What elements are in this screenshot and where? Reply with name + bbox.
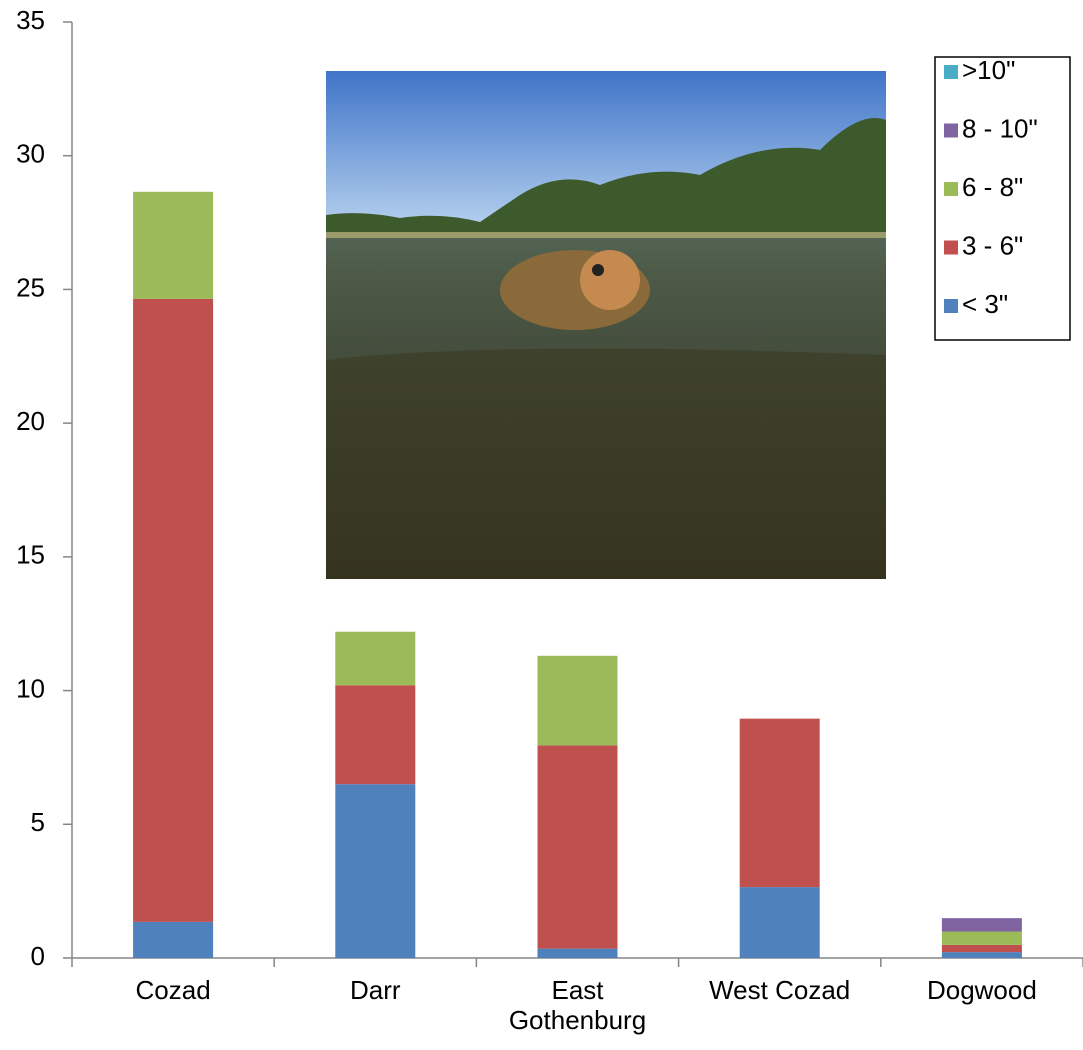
y-tick-label: 30 — [16, 139, 45, 169]
legend-swatch — [944, 299, 958, 313]
x-tick-label: West Cozad — [705, 975, 855, 1005]
bar-segment — [942, 952, 1022, 958]
x-tick-label: Darr — [300, 975, 450, 1005]
bar-segment — [335, 784, 415, 958]
bar-segment — [133, 299, 213, 922]
legend-swatch — [944, 182, 958, 196]
bar-segment — [335, 632, 415, 685]
page: 0 5 10 15 20 25 30 35 >10" 8 - 10" 6 - 8" 3 - 6" < 3… — [0, 0, 1083, 1050]
bar-segment — [538, 745, 618, 948]
chart: 0 5 10 15 20 25 30 35 >10" 8 - 10" 6 - 8" 3 - 6" < 3… — [0, 0, 1083, 1050]
y-tick-label: 0 — [31, 941, 45, 971]
bar-segment — [538, 949, 618, 958]
bar-segment — [740, 719, 820, 887]
y-tick-label: 25 — [16, 272, 45, 302]
legend-label: 6 - 8" — [962, 172, 1023, 202]
x-tick-label: East Gothenburg — [503, 975, 653, 1035]
legend-label: 3 - 6" — [962, 230, 1023, 260]
x-tick-label: Cozad — [98, 975, 248, 1005]
legend-label: >10" — [962, 55, 1015, 85]
bar-segment — [942, 932, 1022, 945]
x-tick-label: Dogwood — [907, 975, 1057, 1005]
bar-segment — [538, 656, 618, 746]
bar-segment — [740, 887, 820, 958]
y-tick-label: 5 — [31, 807, 45, 837]
bar-segment — [942, 918, 1022, 931]
bar-segment — [942, 945, 1022, 952]
bar-segment — [133, 192, 213, 299]
y-tick-label: 10 — [16, 673, 45, 703]
legend-label: < 3" — [962, 289, 1008, 319]
photo — [326, 71, 886, 579]
y-tick-label: 35 — [16, 5, 45, 35]
legend-label: 8 - 10" — [962, 113, 1038, 143]
y-tick-label: 20 — [16, 406, 45, 436]
bar-segment — [133, 922, 213, 958]
bar-segment — [335, 685, 415, 784]
legend-swatch — [944, 124, 958, 138]
legend-swatch — [944, 241, 958, 255]
legend-swatch — [944, 65, 958, 79]
y-tick-label: 15 — [16, 540, 45, 570]
